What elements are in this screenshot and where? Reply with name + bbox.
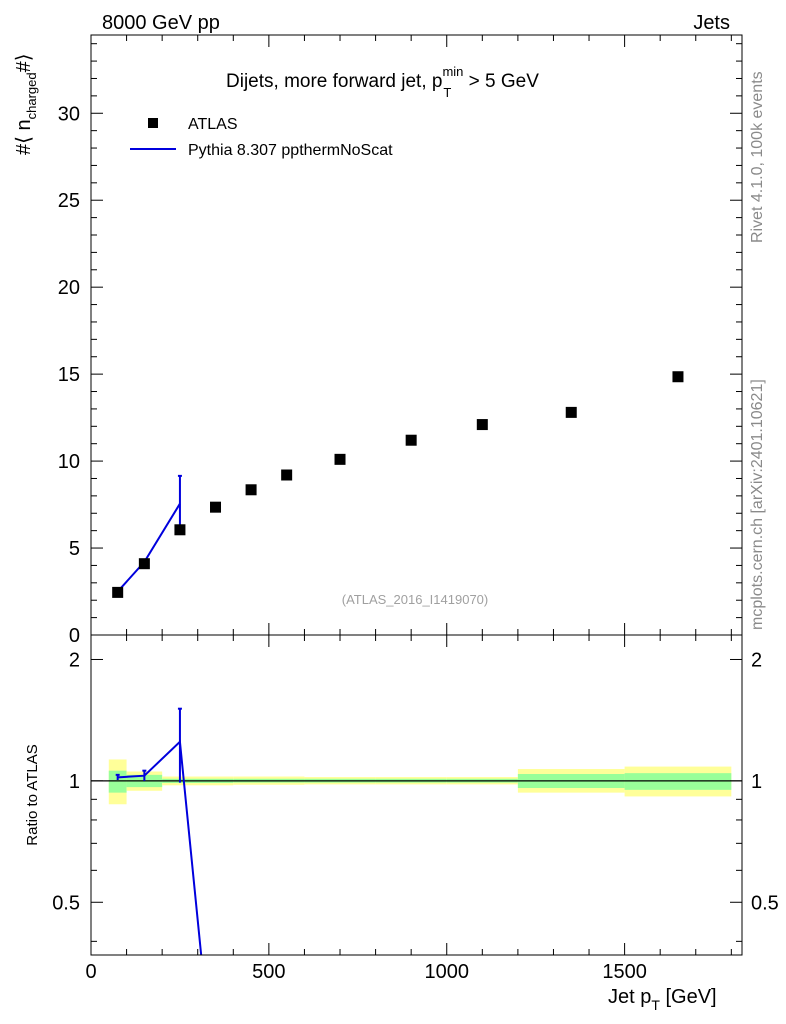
main-y-tick-label: 30	[58, 103, 80, 125]
ratio-y-tick-label-left: 2	[69, 649, 80, 671]
ratio-series-group	[115, 707, 203, 955]
main-y-axis-title-sub: charged	[24, 72, 39, 119]
atlas-data-point	[112, 586, 124, 598]
atlas-data-point	[138, 558, 150, 570]
ratio-x-tick-label: 500	[252, 961, 285, 983]
ratio-band-green	[624, 773, 732, 790]
x-axis-title-tail: [GeV]	[660, 986, 717, 1008]
side-label-rivet: Rivet 4.1.0, 100k events	[749, 71, 766, 243]
ratio-y-tick-labels: 0.5 0.5 1 1 2 2	[52, 649, 779, 914]
ratio-x-tick-label: 1500	[602, 961, 647, 983]
atlas-data-point	[405, 434, 417, 446]
ratio-y-tick-label-right: 1	[751, 771, 762, 793]
main-y-tick-label: 0	[69, 625, 80, 647]
header-left: 8000 GeV pp	[102, 12, 220, 34]
ratio-y-tick-label-right: 2	[751, 649, 762, 671]
x-axis-title: Jet pT [GeV]	[608, 986, 717, 1013]
analysis-watermark: (ATLAS_2016_I1419070)	[342, 592, 488, 607]
atlas-data-point	[174, 524, 186, 536]
main-y-axis-title-tail: #⟩	[13, 53, 35, 72]
ratio-uncertainty-bands	[108, 759, 732, 805]
main-y-axis-title: #⟨ ncharged#⟩	[13, 53, 39, 155]
main-y-tick-labels: 0 5 10 15 20 25 30	[58, 103, 80, 647]
ratio-series-line	[117, 739, 203, 955]
pythia-series-line	[116, 503, 181, 593]
main-y-tick-label: 25	[58, 190, 80, 212]
ratio-x-tick-label: 0	[85, 961, 96, 983]
legend-atlas-marker	[148, 118, 158, 128]
ratio-frame	[90, 634, 743, 956]
main-data-marks	[112, 371, 684, 598]
ratio-axis-ticks	[90, 635, 742, 955]
ratio-panel: 0.5 0.5 1 1 2 2 0 500 1000 1500 Ratio to ATLAS J…	[24, 634, 779, 1013]
x-axis-title-main: Jet p	[608, 986, 651, 1008]
main-y-tick-label: 10	[58, 451, 80, 473]
main-axis-ticks	[90, 35, 742, 636]
ratio-y-axis-title: Ratio to ATLAS	[24, 744, 41, 845]
chart-title-tail: > 5 GeV	[463, 71, 539, 92]
atlas-data-point	[476, 419, 488, 431]
chart-title-sub: T	[443, 85, 451, 100]
chart-title-sup: min	[442, 64, 463, 79]
atlas-data-point	[245, 484, 257, 496]
side-label-mcplots: mcplots.cern.ch [arXiv:2401.10621]	[749, 379, 766, 630]
ratio-y-tick-label-right: 0.5	[751, 892, 779, 914]
chart-title-main: Dijets, more forward jet, p	[226, 71, 442, 92]
atlas-data-point	[672, 371, 684, 383]
ratio-data-marks	[115, 707, 203, 955]
chart-title: Dijets, more forward jet, pmin T > 5 GeV	[226, 64, 539, 100]
header-right: Jets	[693, 12, 730, 34]
atlas-data-point	[565, 406, 577, 418]
x-axis-title-sub: T	[651, 997, 660, 1013]
ratio-x-tick-labels: 0 500 1000 1500	[85, 961, 646, 983]
atlas-data-point	[334, 453, 346, 465]
main-y-tick-label: 15	[58, 364, 80, 386]
main-y-tick-label: 5	[69, 538, 80, 560]
legend-pythia-label: Pythia 8.307 ppthermNoScat	[188, 142, 393, 159]
ratio-x-tick-label: 1000	[424, 961, 469, 983]
ratio-y-tick-label-left: 1	[69, 771, 80, 793]
legend: ATLAS Pythia 8.307 ppthermNoScat	[130, 116, 393, 159]
main-y-tick-label: 20	[58, 277, 80, 299]
main-y-axis-title-main: #⟨ n	[13, 119, 35, 155]
ratio-y-tick-label-left: 0.5	[52, 892, 80, 914]
main-panel: 0 5 10 15 20 25 30 Dijets, more forward jet, p…	[13, 34, 743, 647]
legend-atlas-label: ATLAS	[188, 116, 238, 133]
atlas-data-point	[281, 469, 293, 481]
atlas-data-point	[210, 501, 222, 513]
